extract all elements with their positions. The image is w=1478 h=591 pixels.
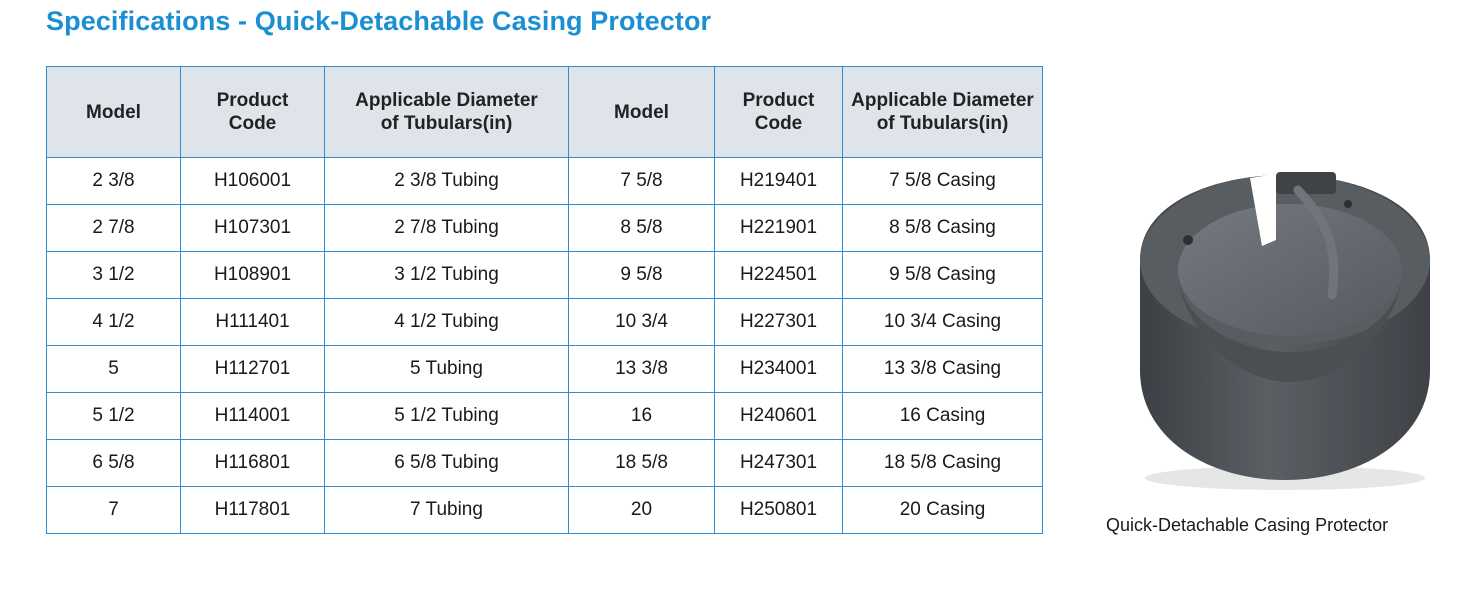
cell-product-code-2: H240601: [714, 392, 843, 440]
cell-product-code: H107301: [180, 204, 325, 252]
table-row: 5 1/2 H114001 5 1/2 Tubing 16 H240601 16 Casi…: [46, 392, 1043, 440]
cell-applicable-diameter-2: 18 5/8 Casing: [842, 439, 1043, 487]
protector-bolt-hole-left: [1183, 235, 1193, 245]
header-product-code-2: Product Code: [714, 66, 843, 158]
cell-product-code-2: H219401: [714, 157, 843, 205]
cell-product-code: H108901: [180, 251, 325, 299]
cell-model: 5: [46, 345, 181, 393]
header-model-2: Model: [568, 66, 715, 158]
cell-model: 2 3/8: [46, 157, 181, 205]
cell-model-2: 9 5/8: [568, 251, 715, 299]
cell-model: 6 5/8: [46, 439, 181, 487]
cell-applicable-diameter-2: 13 3/8 Casing: [842, 345, 1043, 393]
cell-product-code-2: H221901: [714, 204, 843, 252]
page-title: Specifications - Quick-Detachable Casing…: [46, 6, 712, 36]
protector-gap: [1250, 174, 1276, 246]
header-applicable-diameter: Applicable Diameter of Tubulars(in): [324, 66, 569, 158]
cell-applicable-diameter-2: 16 Casing: [842, 392, 1043, 440]
cell-model-2: 8 5/8: [568, 204, 715, 252]
cell-applicable-diameter-2: 10 3/4 Casing: [842, 298, 1043, 346]
cell-model-2: 16: [568, 392, 715, 440]
cell-product-code: H117801: [180, 486, 325, 534]
cell-applicable-diameter: 3 1/2 Tubing: [324, 251, 569, 299]
protector-inner-wall: [1178, 204, 1402, 336]
cell-model: 4 1/2: [46, 298, 181, 346]
cell-applicable-diameter-2: 20 Casing: [842, 486, 1043, 534]
cell-applicable-diameter: 2 3/8 Tubing: [324, 157, 569, 205]
table-body: 2 3/8 H106001 2 3/8 Tubing 7 5/8 H219401 7 5/…: [46, 157, 1043, 534]
header-product-code: Product Code: [180, 66, 325, 158]
cell-product-code-2: H227301: [714, 298, 843, 346]
cell-applicable-diameter: 6 5/8 Tubing: [324, 439, 569, 487]
table-row: 5 H112701 5 Tubing 13 3/8 H234001 13 3/8 Casi…: [46, 345, 1043, 393]
cell-product-code-2: H250801: [714, 486, 843, 534]
cell-applicable-diameter: 4 1/2 Tubing: [324, 298, 569, 346]
cell-model-2: 18 5/8: [568, 439, 715, 487]
protector-bolt-hole-right: [1344, 200, 1352, 208]
table-row: 7 H117801 7 Tubing 20 H250801 20 Casing: [46, 486, 1043, 534]
cell-applicable-diameter: 5 Tubing: [324, 345, 569, 393]
header-row: Model Product Code Applicable Diameter o…: [46, 66, 1043, 158]
table-row: 2 3/8 H106001 2 3/8 Tubing 7 5/8 H219401 7 5/…: [46, 157, 1043, 205]
table-row: 3 1/2 H108901 3 1/2 Tubing 9 5/8 H224501 9 5/…: [46, 251, 1043, 299]
cell-applicable-diameter: 2 7/8 Tubing: [324, 204, 569, 252]
cell-applicable-diameter: 7 Tubing: [324, 486, 569, 534]
cell-product-code-2: H247301: [714, 439, 843, 487]
cell-product-code-2: H234001: [714, 345, 843, 393]
header-applicable-diameter-2: Applicable Diameter of Tubulars(in): [842, 66, 1043, 158]
cell-product-code: H111401: [180, 298, 325, 346]
table-row: 6 5/8 H116801 6 5/8 Tubing 18 5/8 H247301 18 …: [46, 439, 1043, 487]
spec-table: Model Product Code Applicable Diameter o…: [46, 66, 1043, 534]
cell-model: 5 1/2: [46, 392, 181, 440]
protector-latch-block: [1276, 172, 1336, 194]
cell-model: 3 1/2: [46, 251, 181, 299]
cell-product-code: H106001: [180, 157, 325, 205]
table-row: 4 1/2 H111401 4 1/2 Tubing 10 3/4 H227301 10 …: [46, 298, 1043, 346]
table-header: Model Product Code Applicable Diameter o…: [46, 66, 1043, 158]
cell-applicable-diameter-2: 9 5/8 Casing: [842, 251, 1043, 299]
casing-protector-image: [1140, 172, 1430, 490]
cell-product-code: H114001: [180, 392, 325, 440]
header-model: Model: [46, 66, 181, 158]
image-caption: Quick-Detachable Casing Protector: [1106, 515, 1389, 535]
protector-latch-pin: [1293, 185, 1339, 300]
cell-model-2: 20: [568, 486, 715, 534]
cell-applicable-diameter-2: 7 5/8 Casing: [842, 157, 1043, 205]
cell-model: 2 7/8: [46, 204, 181, 252]
table-row: 2 7/8 H107301 2 7/8 Tubing 8 5/8 H221901 8 5/…: [46, 204, 1043, 252]
cell-model-2: 10 3/4: [568, 298, 715, 346]
cell-model-2: 13 3/8: [568, 345, 715, 393]
cell-model-2: 7 5/8: [568, 157, 715, 205]
cell-applicable-diameter: 5 1/2 Tubing: [324, 392, 569, 440]
protector-inner-lower: [1178, 270, 1402, 382]
cell-model: 7: [46, 486, 181, 534]
cell-applicable-diameter-2: 8 5/8 Casing: [842, 204, 1043, 252]
cell-product-code: H116801: [180, 439, 325, 487]
cell-product-code: H112701: [180, 345, 325, 393]
cell-product-code-2: H224501: [714, 251, 843, 299]
